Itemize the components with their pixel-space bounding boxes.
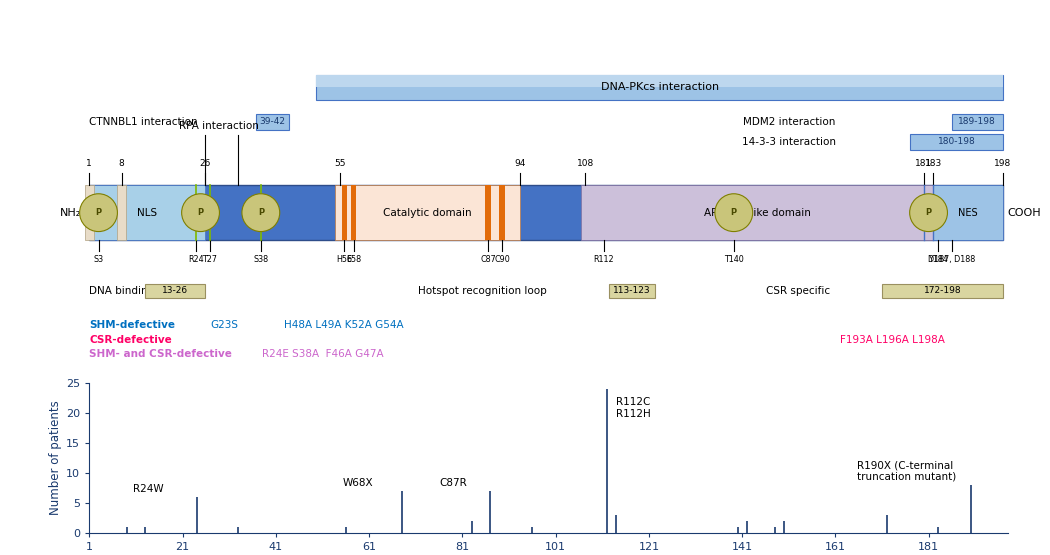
Text: 26: 26 [200,159,211,168]
Y-axis label: Number of patients: Number of patients [49,401,62,515]
Bar [882,284,1003,297]
Bar [85,185,93,240]
Text: NH₂: NH₂ [60,208,81,218]
Bar [910,134,1003,150]
Text: C87R: C87R [439,478,467,488]
Text: S3: S3 [93,255,104,264]
Text: R112: R112 [593,255,614,264]
Text: P: P [197,208,204,217]
Bar [351,185,356,240]
Text: Catalytic domain: Catalytic domain [383,208,472,218]
Text: DNA binding: DNA binding [89,286,154,296]
Text: DNA-PKcs interaction: DNA-PKcs interaction [601,82,718,92]
Text: CSR-defective: CSR-defective [89,335,172,345]
Bar [500,185,505,240]
Text: APOBEC-like domain: APOBEC-like domain [704,208,811,218]
Text: R24E S38A  F46A G47A: R24E S38A F46A G47A [262,350,384,360]
Text: RPA interaction: RPA interaction [180,121,259,131]
Text: MDM2 interaction: MDM2 interaction [743,117,836,127]
Text: 94: 94 [514,159,526,168]
Text: P: P [731,208,737,217]
Ellipse shape [182,194,219,231]
Text: 14-3-3 interaction: 14-3-3 interaction [741,137,836,147]
Bar [117,185,126,240]
Text: H56: H56 [336,255,353,264]
Bar [485,185,490,240]
Text: T27: T27 [203,255,217,264]
Text: T140: T140 [723,255,743,264]
Text: 8: 8 [119,159,125,168]
Text: R112C
R112H: R112C R112H [616,397,651,419]
Text: 172-198: 172-198 [924,286,962,295]
Text: SHM- and CSR-defective: SHM- and CSR-defective [89,350,232,360]
Text: Hotspot recognition loop: Hotspot recognition loop [419,286,547,296]
Text: D187, D188: D187, D188 [928,255,975,264]
Text: COOH: COOH [1007,208,1041,218]
Text: P: P [96,208,102,217]
Text: 189-198: 189-198 [959,117,996,127]
Text: F193A L196A L198A: F193A L196A L198A [840,335,945,345]
Text: NES: NES [959,208,978,218]
Text: C90: C90 [495,255,510,264]
Text: CTNNBL1 interaction: CTNNBL1 interaction [89,117,197,127]
Bar [341,185,346,240]
Text: P: P [257,208,264,217]
Text: 1: 1 [86,159,92,168]
Text: SHM-defective: SHM-defective [89,320,175,330]
Text: R24: R24 [188,255,204,264]
Bar [256,114,289,130]
Text: 108: 108 [576,159,594,168]
Text: H48A L49A K52A G54A: H48A L49A K52A G54A [284,320,403,330]
Bar [335,185,521,240]
Text: 183: 183 [925,159,942,168]
Ellipse shape [80,194,118,231]
Ellipse shape [242,194,279,231]
Bar [581,185,933,240]
Ellipse shape [715,194,753,231]
Text: 181: 181 [916,159,932,168]
Text: Y184: Y184 [928,255,948,264]
Bar [89,185,1003,240]
Text: P: P [925,208,931,217]
Text: W68X: W68X [343,478,374,488]
Text: CSR specific: CSR specific [766,286,831,296]
Bar [89,185,205,240]
Ellipse shape [909,194,947,231]
Bar [951,114,1003,130]
Text: S38: S38 [253,255,269,264]
Text: 55: 55 [334,159,345,168]
Text: 180-198: 180-198 [938,137,975,147]
Bar [933,185,1003,240]
Text: 198: 198 [994,159,1011,168]
Bar [145,284,205,297]
Text: C87: C87 [480,255,496,264]
Bar [316,74,1003,87]
Text: R190X (C-terminal
truncation mutant): R190X (C-terminal truncation mutant) [858,460,957,482]
Text: NLS: NLS [138,208,158,218]
Text: 39-42: 39-42 [259,117,286,127]
Text: 13-26: 13-26 [162,286,188,295]
Text: R24W: R24W [133,484,164,494]
Bar [316,74,1003,100]
Text: E58: E58 [346,255,361,264]
Text: 113-123: 113-123 [613,286,651,295]
Text: G23S: G23S [210,320,238,330]
Bar [609,284,655,297]
